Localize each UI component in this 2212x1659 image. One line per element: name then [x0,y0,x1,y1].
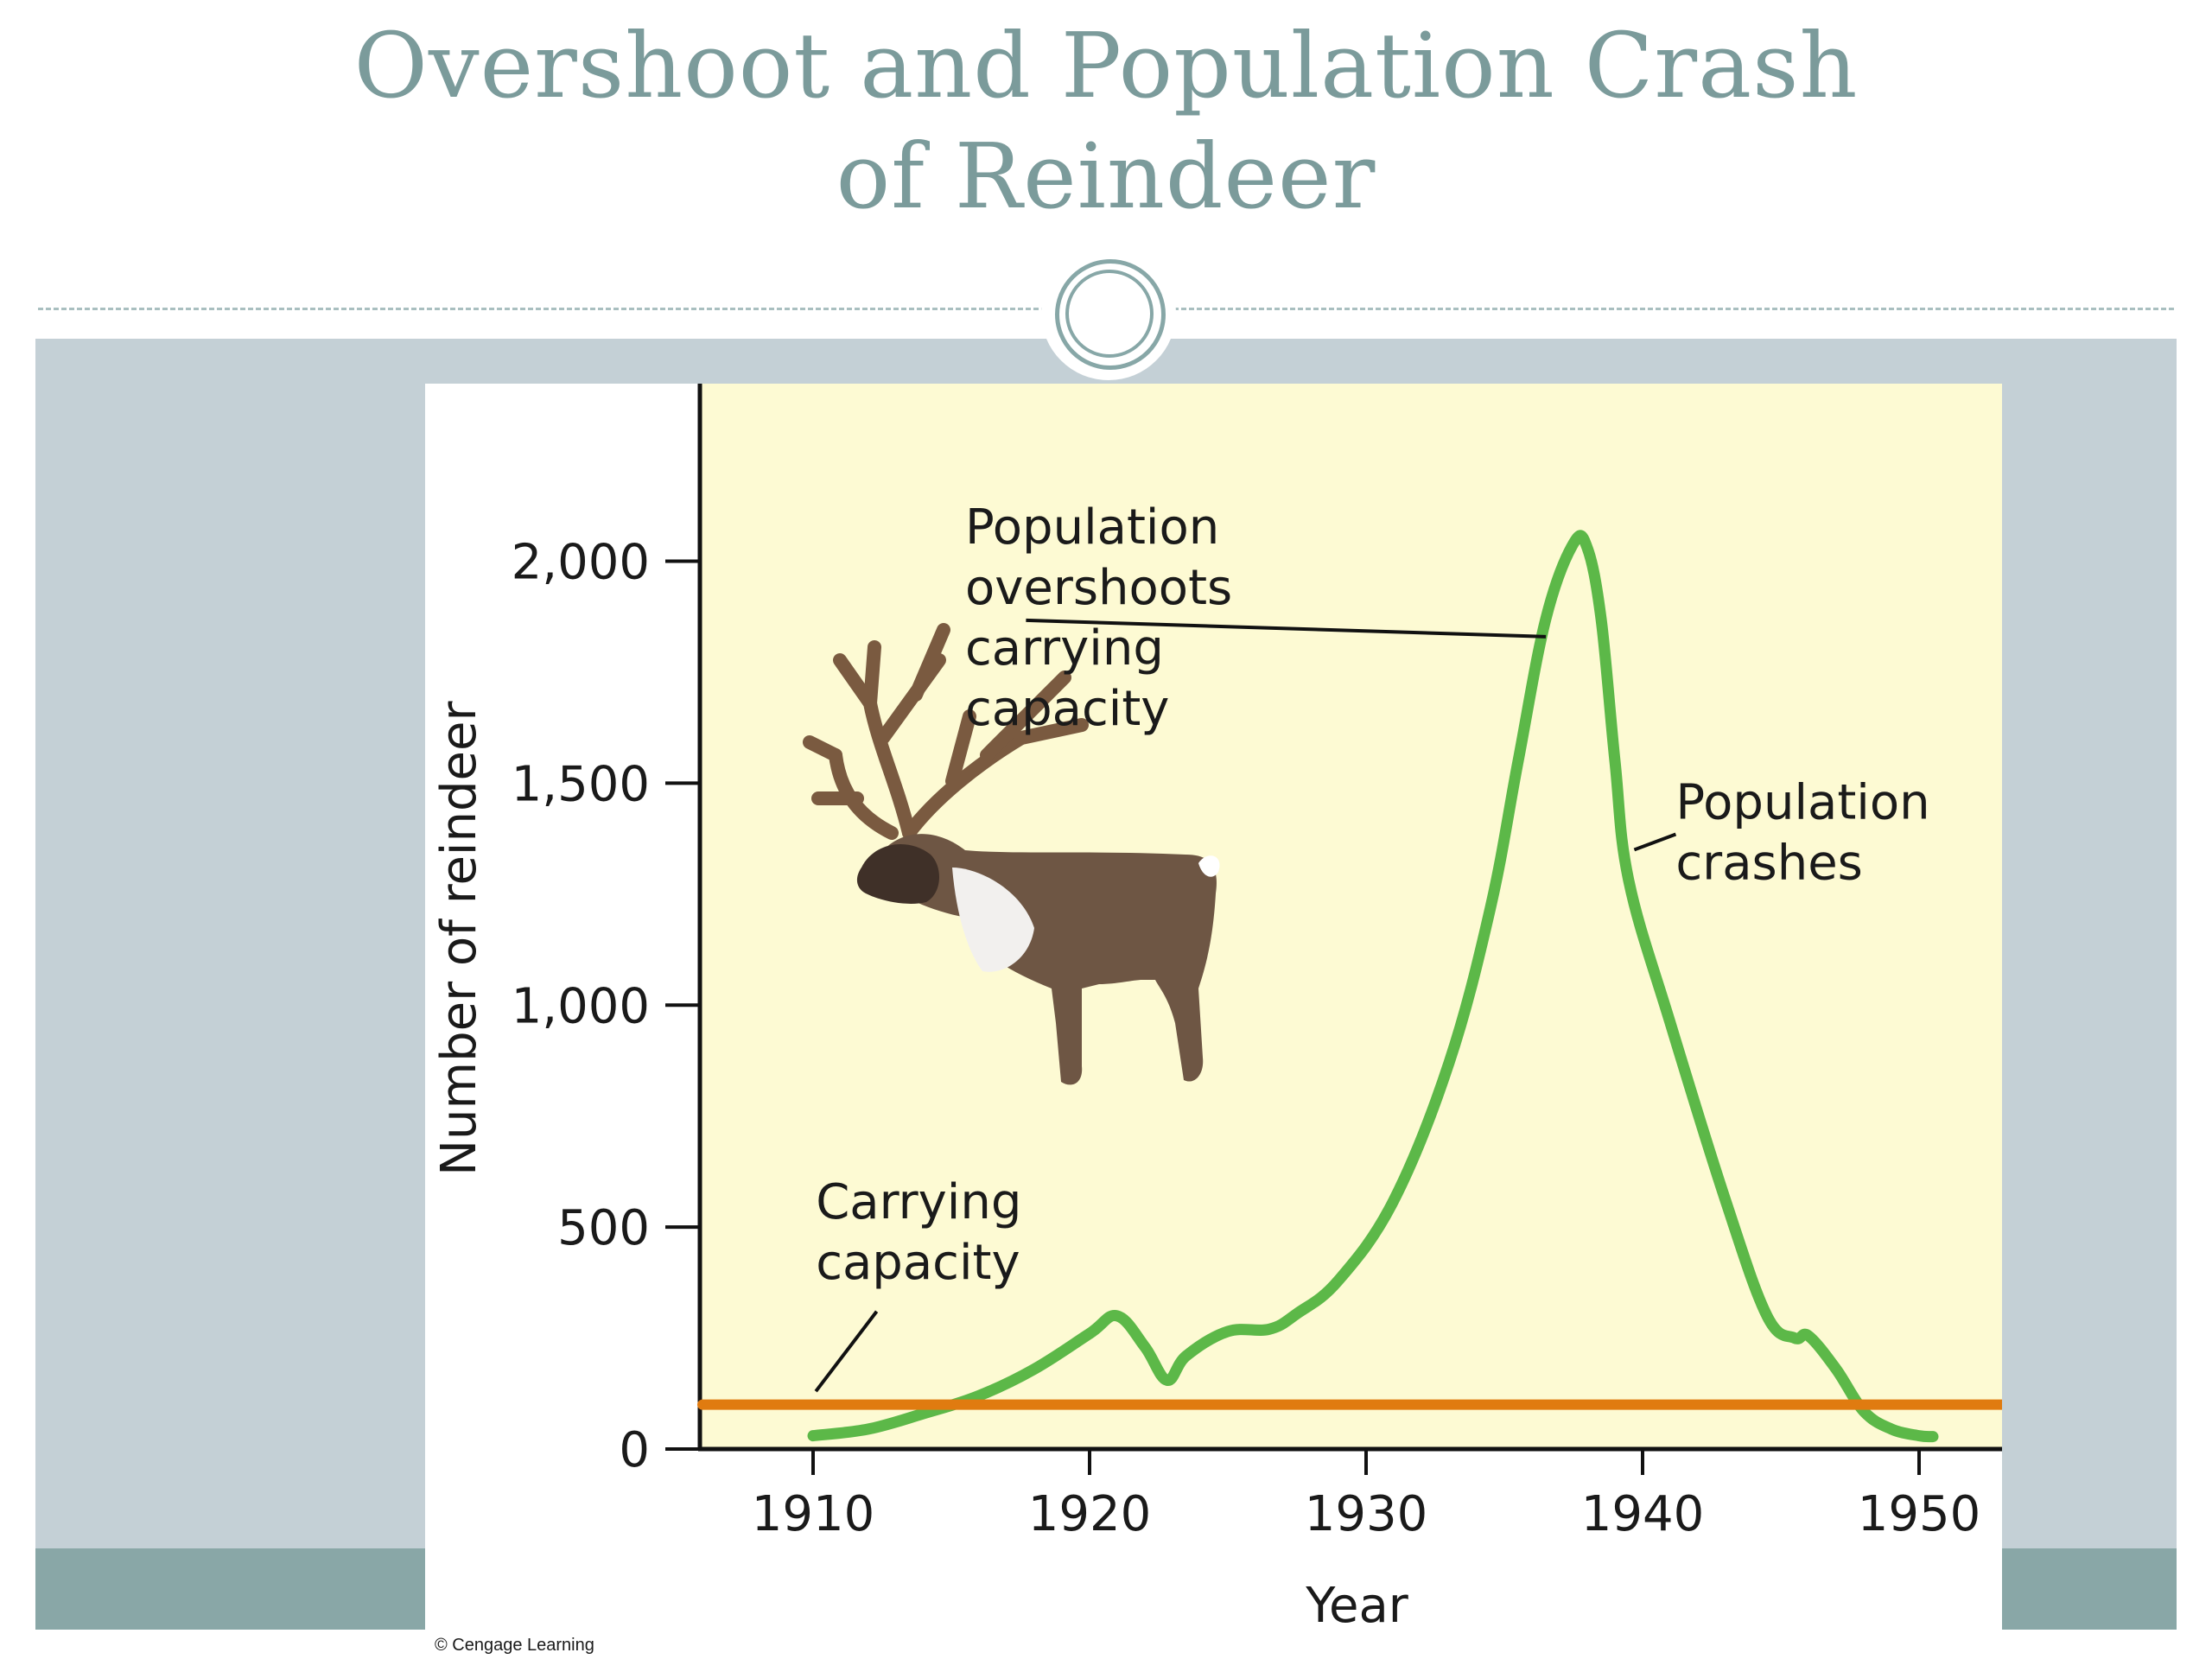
annotation-text-line: capacity [816,1235,1020,1291]
copyright-note: © Cengage Learning [435,1636,594,1655]
axes-layer: 0 500 1,000 1,500 2,000 1910 1920 1930 1940 1950 Y… [431,384,2002,1630]
series-layer [697,530,2002,1443]
x-tick-label: 1950 [1858,1486,1981,1542]
annotation-text-line: carrying [965,620,1164,677]
annotation-pointer [814,1310,879,1393]
annotation-pointer [1633,832,1677,852]
y-axis-label: Number of reindeer [431,701,487,1176]
y-tick-label: 500 [557,1200,650,1256]
x-tick-label: 1910 [752,1486,875,1542]
annotation-text-line: overshoots [965,560,1232,616]
chart-panel: 0 500 1,000 1,500 2,000 1910 1920 1930 1940 1950 Y… [425,384,2002,1630]
y-tick-label: 1,000 [512,978,650,1034]
annotation-text-line: Carrying [816,1174,1021,1230]
reindeer-population-chart: 0 500 1,000 1,500 2,000 1910 1920 1930 1940 1950 Y… [431,384,2002,1630]
slide-title-line-2: of Reindeer [836,124,1376,229]
annotation-text-line: Population [965,499,1219,556]
slide-title-line-1: Overshoot and Population Crash [353,13,1859,118]
x-axis-label: Year [1305,1578,1409,1630]
annotation-layer: PopulationovershootscarryingcapacityPopu… [814,499,1930,1393]
annotation-text-line: crashes [1675,835,1862,891]
x-tick-label: 1920 [1028,1486,1152,1542]
y-tick-label: 2,000 [512,535,650,591]
x-tick-label: 1930 [1305,1486,1428,1542]
ornament-outer-ring [1055,259,1166,370]
y-tick-label: 0 [619,1422,650,1478]
y-tick-label: 1,500 [512,756,650,812]
slide-title: Overshoot and Population Crash of Reinde… [0,0,2212,229]
circle-ornament-icon [1041,245,1176,380]
annotation-text-line: Population [1675,774,1929,830]
annotation-text-line: capacity [965,681,1169,737]
x-tick-label: 1940 [1581,1486,1705,1542]
ornament-inner-ring [1065,270,1154,358]
annotation-pointer [1026,618,1547,639]
reindeer-illustration [803,623,1220,1085]
population-series-line [807,530,1939,1443]
